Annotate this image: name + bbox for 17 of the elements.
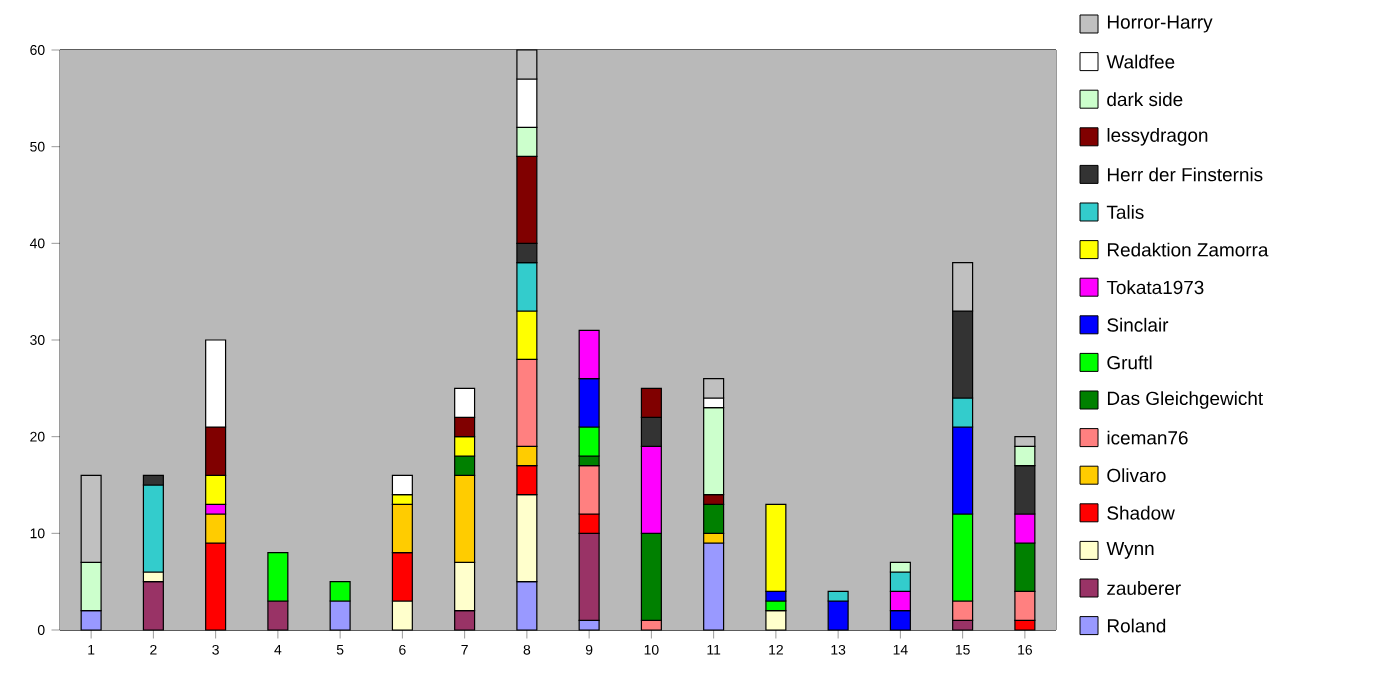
legend-label: Olivaro — [1107, 468, 1166, 483]
legend-label: Das Gleichgewicht — [1107, 391, 1263, 409]
legend-label: Shadow — [1107, 505, 1175, 520]
legend-label: Herr der Finsternis — [1107, 167, 1263, 182]
legend-label: Horror-Harry — [1107, 15, 1213, 33]
legend-label: dark side — [1107, 92, 1183, 107]
legend-label: zauberer — [1107, 581, 1181, 595]
legend-label: iceman76 — [1107, 430, 1188, 445]
legend-label: Sinclair — [1107, 317, 1169, 332]
legend-label: Roland — [1107, 618, 1166, 633]
legend-label: Gruftl — [1107, 355, 1152, 370]
legend-label: Wynn — [1106, 541, 1154, 559]
legend-label: Talis — [1106, 205, 1144, 219]
legend-label: lessydragon — [1107, 127, 1208, 146]
legend-label: Tokata1973 — [1106, 280, 1204, 295]
legend-label: Waldfee — [1106, 54, 1175, 69]
legend-label: Redaktion Zamorra — [1107, 242, 1269, 257]
